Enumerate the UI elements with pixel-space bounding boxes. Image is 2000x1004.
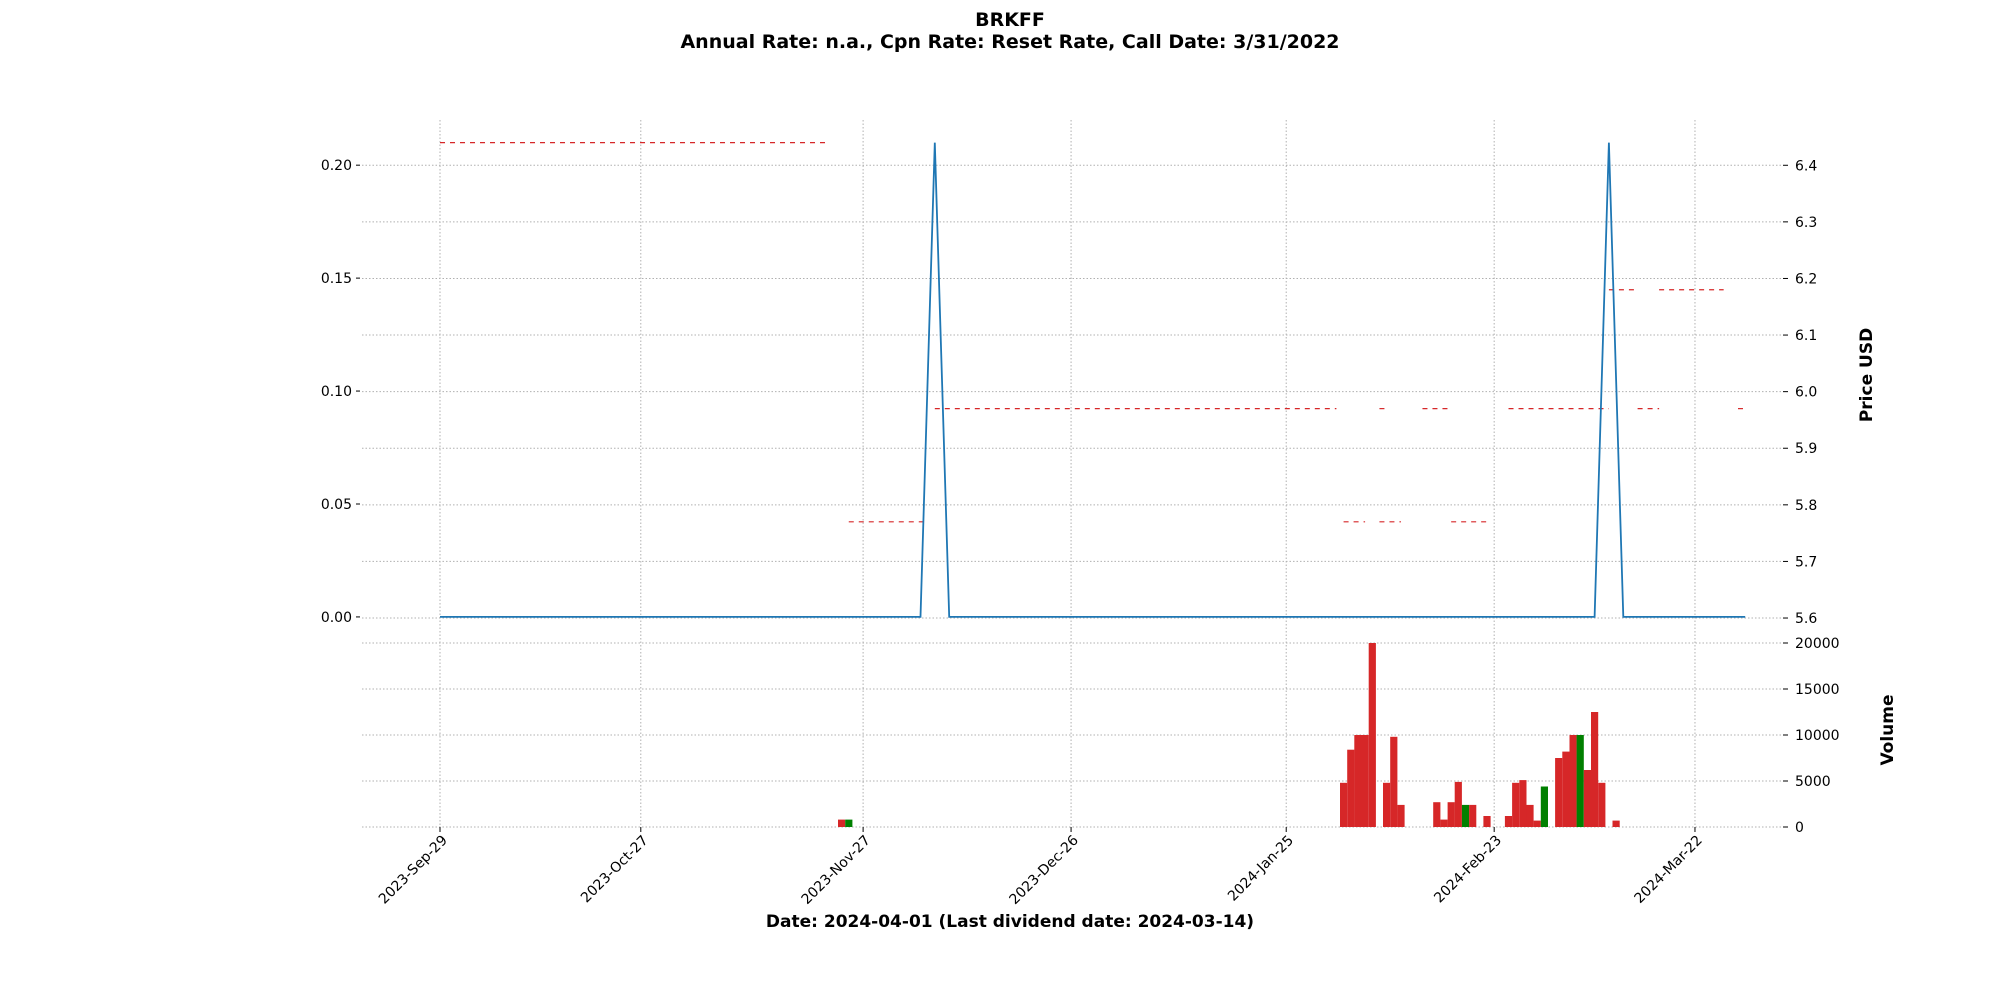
x-tick-label: 2024-Mar-22 xyxy=(1631,833,1705,907)
price-tick-label: 6.0 xyxy=(1795,385,1817,401)
left-tick-label: 0.20 xyxy=(321,158,352,174)
x-tick-label: 2023-Sep-29 xyxy=(376,833,451,908)
x-tick-label: 2023-Oct-27 xyxy=(578,833,652,907)
volume-bar xyxy=(1361,735,1369,827)
volume-bar xyxy=(1555,758,1563,827)
volume-bar xyxy=(1454,781,1462,827)
volume-bar xyxy=(1469,804,1477,827)
left-tick-label: 0.15 xyxy=(321,271,352,287)
volume-bar xyxy=(1483,816,1491,827)
volume-bar xyxy=(1340,782,1348,827)
price-tick-label: 5.8 xyxy=(1795,498,1817,514)
dividend-line xyxy=(440,142,1746,618)
volume-bar xyxy=(1533,820,1541,827)
volume-bar xyxy=(1591,712,1599,827)
price-axis-label: Price USD xyxy=(1857,328,1877,422)
x-axis-label: Date: 2024-04-01 (Last dividend date: 20… xyxy=(766,912,1254,932)
volume-axis-label: Volume xyxy=(1878,694,1898,765)
price-tick-label: 5.6 xyxy=(1795,611,1817,627)
volume-bar xyxy=(1504,816,1513,827)
volume-bar xyxy=(1569,735,1577,827)
volume-bar xyxy=(1368,643,1376,827)
volume-bar xyxy=(1390,736,1398,827)
volume-tick-label: 15000 xyxy=(1795,682,1840,698)
volume-bar xyxy=(1440,819,1448,827)
volume-bar xyxy=(1598,782,1606,827)
left-tick-label: 0.10 xyxy=(321,384,352,400)
volume-bar xyxy=(1461,804,1470,827)
volume-bar xyxy=(1354,735,1362,827)
volume-bar xyxy=(1397,804,1405,827)
volume-bar xyxy=(838,819,846,827)
price-layer xyxy=(440,142,1746,523)
volume-bar xyxy=(1519,780,1527,827)
volume-bar xyxy=(845,819,853,827)
price-tick-label: 6.2 xyxy=(1795,271,1817,287)
x-tick-label: 2024-Jan-25 xyxy=(1225,833,1297,905)
volume-bar xyxy=(1447,802,1455,827)
price-tick-label: 6.1 xyxy=(1795,328,1817,344)
volume-tick-label: 5000 xyxy=(1795,774,1831,790)
dividend-layer xyxy=(440,142,1746,618)
volume-bar xyxy=(1383,782,1391,827)
volume-bar xyxy=(1583,770,1591,827)
volume-bar xyxy=(1526,804,1534,827)
volume-tick-label: 0 xyxy=(1795,820,1804,836)
volume-bar xyxy=(1347,749,1355,827)
price-tick-label: 5.9 xyxy=(1795,441,1817,457)
volume-tick-label: 10000 xyxy=(1795,728,1840,744)
volume-tick-label: 20000 xyxy=(1795,636,1840,652)
volume-bar xyxy=(1562,751,1570,827)
chart-subtitle: Annual Rate: n.a., Cpn Rate: Reset Rate,… xyxy=(680,31,1339,53)
volume-bar xyxy=(1576,735,1584,827)
axis-layer: 2023-Sep-29 2023-Oct-27 2023-Nov-27 2023-De… xyxy=(321,158,1840,908)
left-tick-label: 0.00 xyxy=(321,610,352,626)
left-tick-label: 0.05 xyxy=(321,497,352,513)
volume-bar xyxy=(1612,820,1620,827)
price-tick-label: 6.4 xyxy=(1795,158,1817,174)
volume-layer xyxy=(838,643,1620,827)
x-tick-label: 2024-Feb-23 xyxy=(1431,833,1505,907)
grid-layer xyxy=(362,120,1783,828)
volume-bar xyxy=(1540,786,1548,827)
chart-title: BRKFF xyxy=(975,9,1045,31)
x-tick-label: 2023-Dec-26 xyxy=(1006,832,1081,907)
volume-bar xyxy=(1512,782,1520,827)
price-tick-label: 5.7 xyxy=(1795,554,1817,570)
price-tick-label: 6.3 xyxy=(1795,215,1817,231)
x-tick-label: 2023-Nov-27 xyxy=(799,833,874,908)
volume-bar xyxy=(1433,802,1441,827)
